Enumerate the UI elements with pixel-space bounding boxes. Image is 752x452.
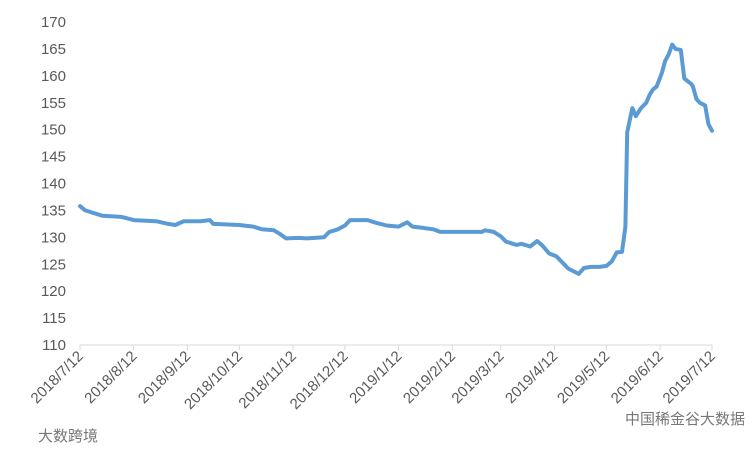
- x-tick-label: 2018/8/12: [81, 348, 140, 407]
- y-tick-label: 140: [41, 176, 66, 193]
- y-tick-label: 160: [41, 68, 66, 85]
- y-tick-label: 170: [41, 14, 66, 31]
- y-tick-label: 145: [41, 149, 66, 166]
- x-tick-label: 2019/1/12: [346, 348, 405, 407]
- watermark: 大数跨境: [38, 427, 98, 445]
- y-tick-label: 110: [42, 337, 66, 354]
- line-series: [78, 42, 714, 276]
- y-tick-label: 165: [41, 41, 66, 58]
- x-tick-label: 2019/6/12: [608, 348, 667, 407]
- x-tick-label: 2019/7/12: [660, 348, 719, 407]
- y-tick-label: 135: [41, 202, 66, 219]
- x-tick-label: 2019/4/12: [502, 348, 561, 407]
- y-tick-label: 155: [41, 95, 66, 112]
- y-tick-label: 125: [41, 256, 66, 273]
- y-tick-label: 120: [41, 283, 66, 300]
- y-tick-label: 150: [41, 122, 66, 139]
- x-tick-label: 2019/3/12: [448, 348, 507, 407]
- watermark: 中国稀金谷大数据: [625, 411, 745, 428]
- y-tick-label: 130: [41, 229, 66, 246]
- x-tick-label: 2018/7/12: [28, 348, 87, 407]
- y-tick-label: 115: [42, 310, 66, 327]
- x-tick-label: 2019/5/12: [554, 348, 613, 407]
